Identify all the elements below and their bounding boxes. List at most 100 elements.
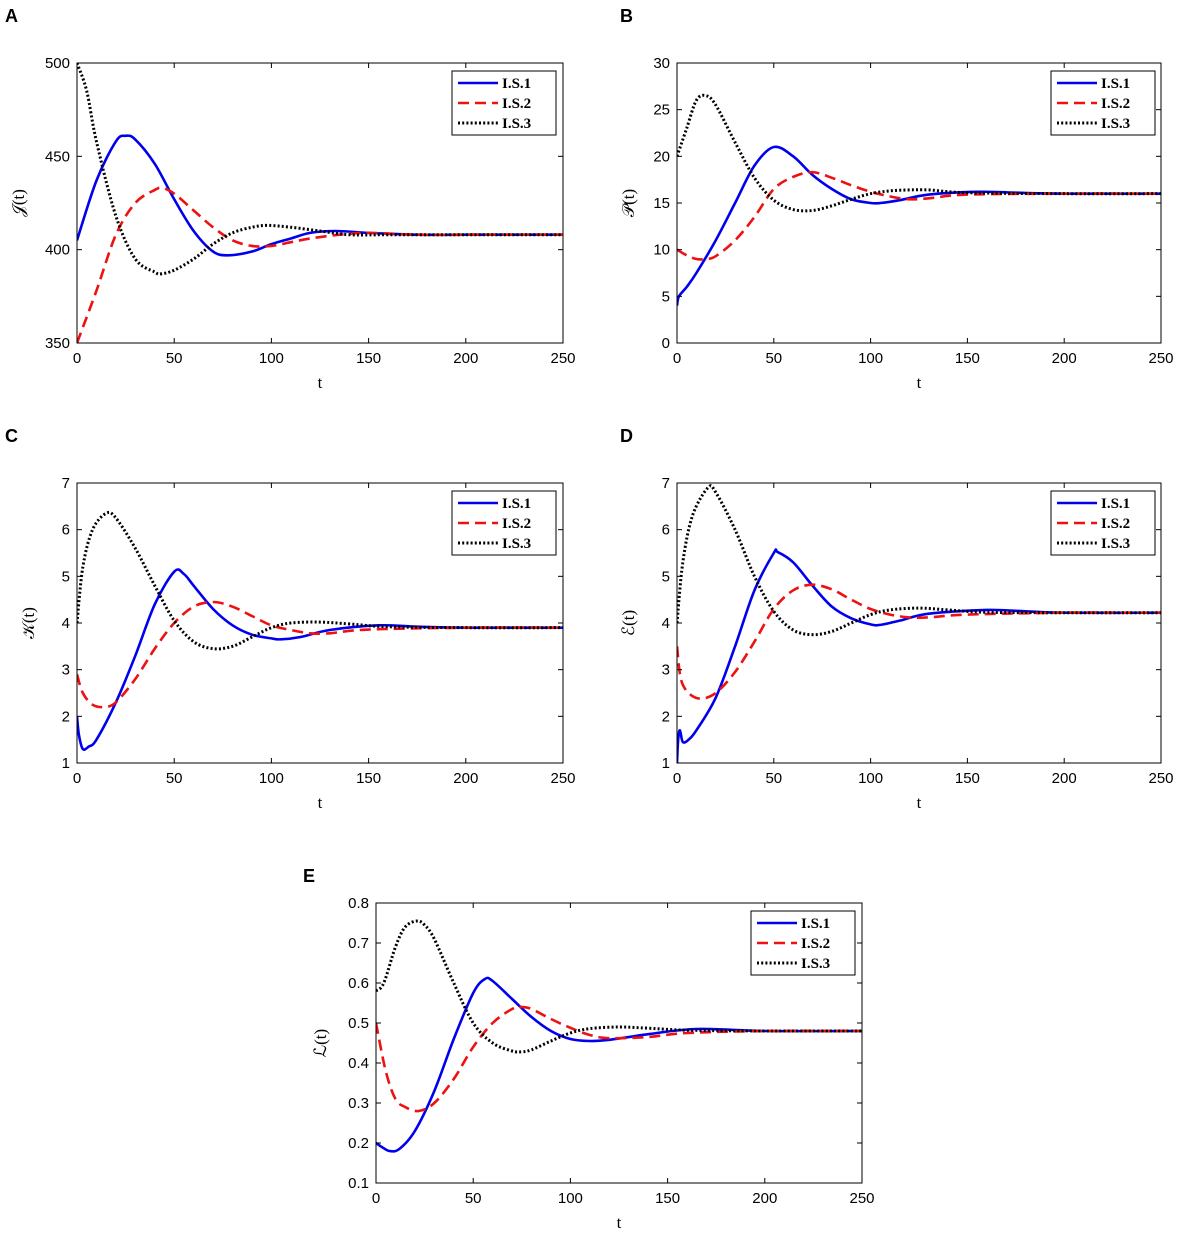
y-axis-label: ℒ(t) <box>311 1029 330 1057</box>
y-tick-label: 6 <box>662 522 670 539</box>
series-line-is-2 <box>677 583 1161 700</box>
series-line-is-3 <box>677 93 1161 213</box>
series-line-is-1 <box>677 145 1161 306</box>
legend-label-is-1: I.S.1 <box>502 496 531 512</box>
series-line-is-2 <box>77 600 563 709</box>
legend-box <box>750 910 856 976</box>
y-tick-label: 500 <box>45 55 70 72</box>
x-tick-label: 200 <box>453 770 478 787</box>
series-line-is-1 <box>677 548 1161 763</box>
x-tick-label: 50 <box>765 350 782 367</box>
panel-letter: E <box>303 866 315 886</box>
panel-d: D t ℰ(t) 0 50 100 150 200 2501234567I.S.1I.S.… <box>619 426 1174 812</box>
series-group <box>677 484 1161 763</box>
y-tick-label: 7 <box>62 475 70 492</box>
legend-label-is-3: I.S.3 <box>502 536 531 552</box>
legend-label-is-1: I.S.1 <box>1101 496 1130 512</box>
y-axis-label: 𝒦(t) <box>19 607 38 639</box>
y-tick-label: 10 <box>653 242 670 259</box>
y-axis-label: ℰ(t) <box>619 610 638 636</box>
legend-label-is-3: I.S.3 <box>1101 536 1130 552</box>
legend-label-is-3: I.S.3 <box>801 956 830 972</box>
x-tick-label: 250 <box>1148 350 1173 367</box>
legend-box <box>1050 490 1156 556</box>
y-tick-label: 5 <box>62 568 70 585</box>
series-line-is-3 <box>77 63 563 276</box>
x-axis-label: t <box>617 1213 622 1232</box>
legend: I.S.1 I.S.2 I.S.3 <box>1050 70 1156 136</box>
y-tick-label: 0.1 <box>348 1175 369 1192</box>
y-axis-label: 𝒫(t) <box>619 189 638 217</box>
legend-label-is-2: I.S.2 <box>801 936 830 952</box>
series-line-is-2 <box>77 186 563 343</box>
panel-letter: A <box>5 6 18 26</box>
x-tick-label: 0 <box>73 350 81 367</box>
x-tick-label: 0 <box>372 1190 380 1207</box>
x-tick-label: 200 <box>453 350 478 367</box>
y-tick-label: 0.5 <box>348 1015 369 1032</box>
x-tick-label: 250 <box>550 350 575 367</box>
legend-label-is-1: I.S.1 <box>1101 76 1130 92</box>
y-tick-label: 2 <box>662 708 670 725</box>
x-axis-label: t <box>318 373 323 392</box>
x-axis-label: t <box>917 793 922 812</box>
x-tick-label: 100 <box>558 1190 583 1207</box>
legend-label-is-1: I.S.1 <box>502 76 531 92</box>
x-tick-label: 200 <box>1052 770 1077 787</box>
series-line-is-3 <box>677 484 1161 637</box>
y-axis-label: 𝒥(t) <box>9 189 28 217</box>
x-tick-label: 50 <box>166 350 183 367</box>
y-tick-label: 1 <box>62 755 70 772</box>
x-tick-label: 0 <box>673 770 681 787</box>
y-tick-label: 25 <box>653 102 670 119</box>
x-axis-label: t <box>318 793 323 812</box>
series-group <box>677 93 1161 306</box>
legend-label-is-3: I.S.3 <box>502 116 531 132</box>
axes-box <box>76 62 564 344</box>
x-tick-label: 100 <box>259 770 284 787</box>
x-axis-label: t <box>917 373 922 392</box>
y-tick-label: 450 <box>45 148 70 165</box>
series-group <box>376 919 862 1153</box>
y-tick-label: 0.7 <box>348 935 369 952</box>
x-tick-label: 150 <box>655 1190 680 1207</box>
x-tick-label: 150 <box>955 350 980 367</box>
legend-box <box>451 490 557 556</box>
y-tick-label: 0.4 <box>348 1055 369 1072</box>
y-tick-label: 400 <box>45 242 70 259</box>
x-tick-label: 150 <box>356 350 381 367</box>
x-tick-label: 0 <box>73 770 81 787</box>
x-tick-label: 250 <box>550 770 575 787</box>
y-tick-label: 30 <box>653 55 670 72</box>
y-tick-label: 0.8 <box>348 895 369 912</box>
axes-box <box>375 902 863 1184</box>
y-tick-label: 0.3 <box>348 1095 369 1112</box>
series-line-is-1 <box>376 976 862 1153</box>
y-tick-label: 0.2 <box>348 1135 369 1152</box>
panel-c: C t 𝒦(t) 0 50 100 150 200 2501234567I.S.1I.S.… <box>5 426 576 812</box>
legend-label-is-3: I.S.3 <box>1101 116 1130 132</box>
panel-letter: D <box>620 426 633 446</box>
series-line-is-3 <box>376 919 862 1054</box>
x-tick-label: 50 <box>765 770 782 787</box>
y-tick-label: 5 <box>662 568 670 585</box>
x-tick-label: 0 <box>673 350 681 367</box>
legend: I.S.1 I.S.2 I.S.3 <box>451 490 557 556</box>
y-tick-label: 15 <box>653 195 670 212</box>
series-line-is-2 <box>677 170 1161 261</box>
legend-box <box>451 70 557 136</box>
x-tick-label: 250 <box>1148 770 1173 787</box>
y-tick-label: 5 <box>662 288 670 305</box>
x-tick-label: 100 <box>858 350 883 367</box>
legend-label-is-2: I.S.2 <box>1101 516 1130 532</box>
y-tick-label: 1 <box>662 755 670 772</box>
y-tick-label: 2 <box>62 708 70 725</box>
panel-letter: C <box>5 426 18 446</box>
series-group <box>77 63 563 343</box>
legend-label-is-1: I.S.1 <box>801 916 830 932</box>
legend: I.S.1 I.S.2 I.S.3 <box>750 910 856 976</box>
panel-a: A t 𝒥(t) 0 50 100 150 200 250 350 400 450 500 I.S.… <box>5 6 576 392</box>
legend-label-is-2: I.S.2 <box>502 96 531 112</box>
x-tick-label: 200 <box>1052 350 1077 367</box>
